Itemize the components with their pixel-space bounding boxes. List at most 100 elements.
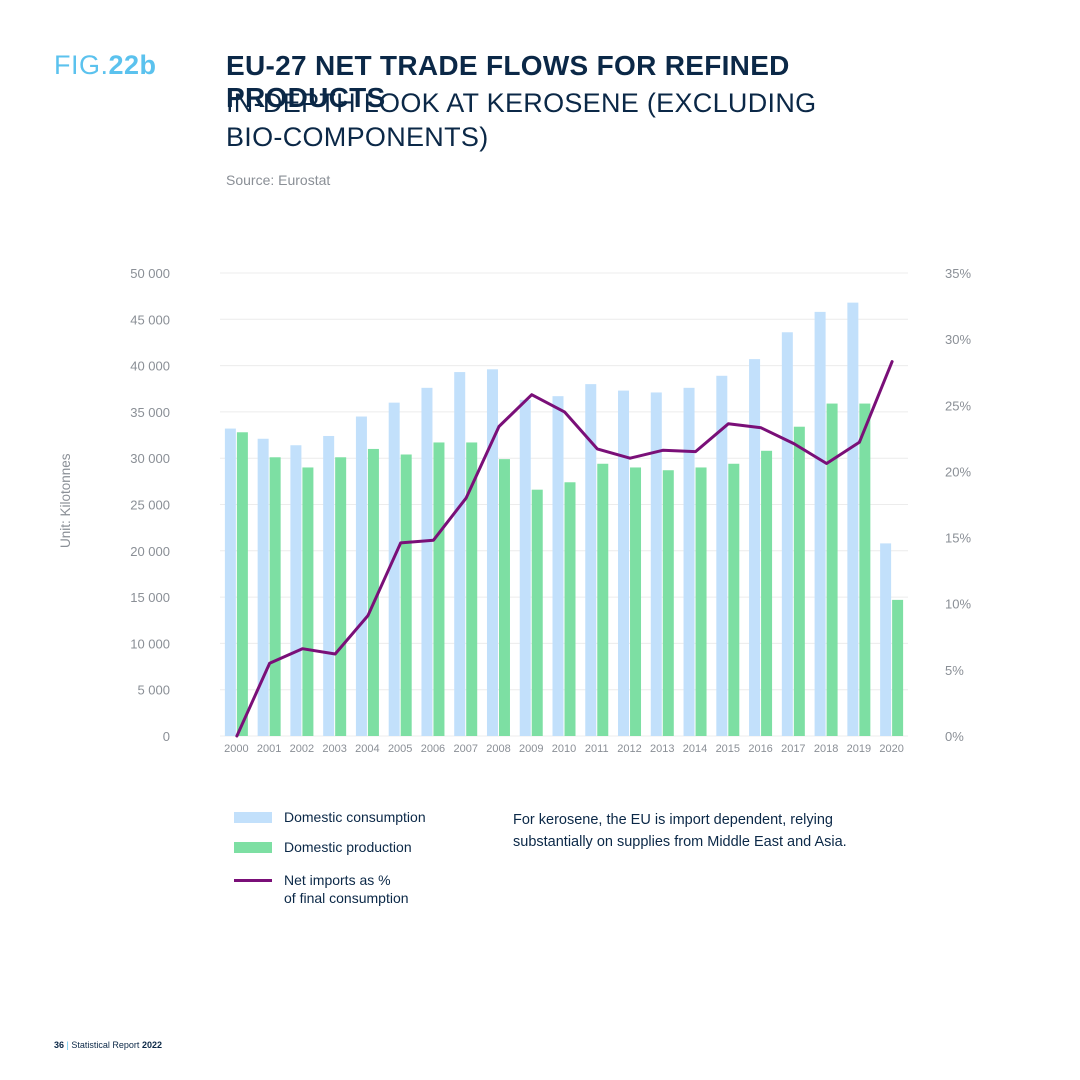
x-tick-label: 2002 (290, 743, 314, 755)
bar-consumption (847, 302, 859, 736)
x-tick-label: 2015 (716, 743, 740, 755)
bar-consumption (257, 438, 269, 736)
line-net-imports (235, 360, 894, 738)
page-number: 36 (54, 1040, 65, 1050)
chart-area: 0 5 000 10 000 15 000 20 000 25 000 30 000 35 0… (130, 266, 971, 755)
grid-lines (220, 272, 908, 737)
x-tick-label: 2014 (683, 743, 707, 755)
y-left-tick-label: 10 000 (130, 636, 170, 651)
chart-subtitle: IN-DEPTH LOOK AT KEROSENE (EXCLUDING BIO… (226, 88, 817, 152)
x-tick-label: 2009 (519, 743, 543, 755)
x-tick-label: 2016 (748, 743, 772, 755)
bar-consumption (388, 402, 400, 736)
y-left-tick-label: 35 000 (130, 405, 170, 420)
bar-production (302, 467, 314, 736)
line-group (235, 360, 894, 738)
x-tick-label: 2007 (453, 743, 477, 755)
bar-production (531, 489, 543, 736)
bar-production (662, 470, 674, 736)
x-tick-label: 2000 (224, 743, 248, 755)
y-left-tick-label: 20 000 (130, 544, 170, 559)
bar-production (630, 467, 642, 736)
bar-consumption (618, 390, 630, 736)
y-left-tick-label: 0 (163, 729, 170, 744)
y-right-tick-label: 5% (945, 663, 964, 678)
bar-consumption (880, 543, 892, 736)
y-left-tick-label: 30 000 (130, 451, 170, 466)
legend-label-consumption: Domestic consumption (284, 809, 426, 825)
x-tick-label: 2004 (355, 743, 379, 755)
page-footer: 36 | Statistical Report 2022 (54, 1040, 162, 1050)
x-tick-label: 2013 (650, 743, 674, 755)
legend-label-imports-line2: of final consumption (284, 890, 409, 906)
x-tick-label: 2011 (585, 743, 609, 755)
bars-group (224, 302, 904, 736)
bar-production (892, 599, 904, 736)
bar-consumption (781, 332, 793, 736)
y-right-tick-label: 20% (945, 464, 971, 479)
legend-swatch-consumption (234, 812, 272, 823)
figure-number: 22b (108, 50, 157, 80)
bar-consumption (716, 375, 728, 736)
y-right-tick-label: 10% (945, 597, 971, 612)
bar-production (400, 454, 412, 736)
bar-production (433, 442, 445, 736)
bar-production (728, 463, 740, 736)
y-right-tick-label: 35% (945, 266, 971, 281)
y-left-tick-label: 25 000 (130, 498, 170, 513)
y-left-tick-label: 45 000 (130, 312, 170, 327)
bar-consumption (224, 428, 236, 736)
footer-separator: | (66, 1040, 69, 1050)
x-tick-label: 2010 (552, 743, 576, 755)
bar-production (466, 442, 478, 736)
bar-production (695, 467, 707, 736)
x-tick-label: 2020 (879, 743, 903, 755)
y-right-tick-label: 25% (945, 398, 971, 413)
commentary-note: For kerosene, the EU is import dependent… (513, 812, 847, 850)
bar-consumption (323, 435, 335, 736)
bar-production (335, 457, 347, 736)
y-left-tick-label: 5 000 (137, 683, 170, 698)
bar-consumption (290, 445, 302, 736)
bar-production (498, 459, 510, 736)
bar-consumption (355, 416, 367, 736)
x-tick-label: 2001 (257, 743, 281, 755)
legend-swatch-imports (234, 879, 272, 882)
bar-production (367, 448, 379, 736)
x-tick-label: 2019 (847, 743, 871, 755)
y-right-tick-label: 15% (945, 531, 971, 546)
x-tick-label: 2018 (814, 743, 838, 755)
x-tick-label: 2006 (421, 743, 445, 755)
bar-production (269, 457, 281, 736)
y-left-tick-label: 50 000 (130, 266, 170, 281)
bar-consumption (749, 359, 761, 736)
source-note: Source: Eurostat (226, 172, 331, 188)
bar-production (826, 403, 838, 736)
bar-production (236, 432, 248, 736)
figure-label: FIG.22b (54, 50, 157, 81)
bar-consumption (683, 387, 695, 736)
bar-consumption (552, 396, 564, 736)
bar-consumption (650, 392, 662, 736)
y-right-tick-label: 30% (945, 332, 971, 347)
legend-swatch-production (234, 842, 272, 853)
axis-labels: 0 5 000 10 000 15 000 20 000 25 000 30 000 35 0… (130, 266, 971, 755)
x-tick-label: 2003 (322, 743, 346, 755)
footer-report-name: Statistical Report (71, 1040, 140, 1050)
bar-consumption (519, 399, 531, 736)
bar-production (564, 482, 576, 736)
y-left-tick-label: 15 000 (130, 590, 170, 605)
legend-label-imports-line1: Net imports as % (284, 872, 391, 888)
legend-label-production: Domestic production (284, 839, 412, 855)
bar-production (761, 450, 773, 736)
footer-report-year: 2022 (141, 1040, 162, 1050)
bar-consumption (585, 384, 597, 736)
x-tick-label: 2017 (781, 743, 805, 755)
x-tick-label: 2012 (617, 743, 641, 755)
bar-production (597, 463, 609, 736)
y-left-tick-label: 40 000 (130, 359, 170, 374)
x-tick-label: 2005 (388, 743, 412, 755)
bar-consumption (486, 369, 498, 736)
figure-prefix: FIG. (54, 50, 109, 80)
bar-consumption (814, 311, 826, 736)
